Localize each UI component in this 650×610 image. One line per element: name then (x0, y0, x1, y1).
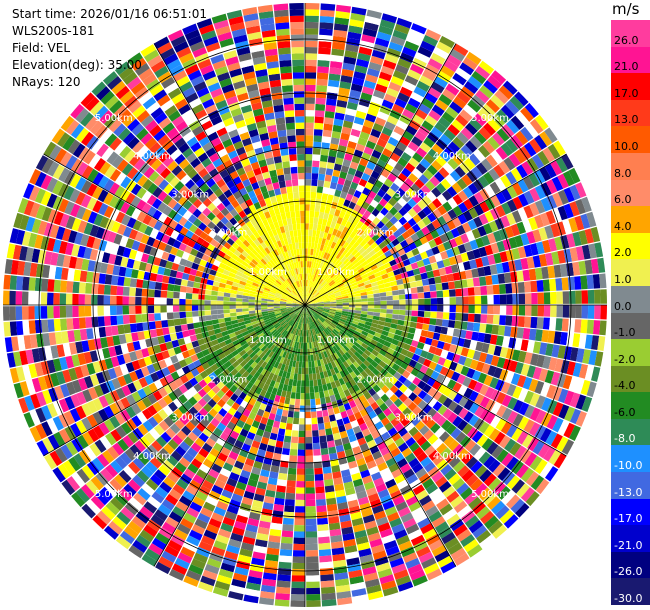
nrays: NRays: 120 (12, 75, 81, 89)
velocity-gates (3, 3, 607, 607)
colorbar-segment (611, 339, 650, 367)
start-time: Start time: 2026/01/16 06:51:01 (12, 7, 207, 21)
colorbar-label: -6.0 (614, 405, 636, 419)
colorbar-segment (611, 46, 650, 74)
colorbar-label: -10.0 (614, 459, 643, 473)
ring-label: 1.00km (317, 335, 355, 346)
ring-label: 3.00km (171, 189, 209, 200)
colorbar-segment (611, 232, 650, 260)
ring-label: 4.00km (433, 451, 471, 462)
colorbar-segment (611, 20, 650, 48)
colorbar-unit: m/s (612, 0, 640, 18)
colorbar-label: 10.0 (614, 139, 639, 153)
azimuth-spoke (304, 153, 567, 306)
ring-label: 5.00km (471, 113, 509, 124)
colorbar-label: -21.0 (614, 538, 643, 552)
colorbar-segment (611, 551, 650, 579)
ring-label: 2.00km (357, 228, 395, 239)
colorbar-segment (611, 179, 650, 207)
colorbar-segment (611, 525, 650, 553)
colorbar-segment (611, 126, 650, 154)
ring-label: 2.00km (210, 375, 248, 386)
radar-ppi-display: 1.00km 1.00km 1.00km 1.00km 2.00km 2.00km 2.00… (3, 3, 607, 607)
elevation: Elevation(deg): 35.00 (12, 58, 142, 72)
colorbar-segment (611, 312, 650, 340)
colorbar-segment (611, 445, 650, 473)
ring-label: 4.00km (133, 151, 171, 162)
colorbar-label: -30.0 (614, 592, 643, 605)
colorbar-label: 21.0 (614, 60, 639, 74)
colorbar-label: -26.0 (614, 565, 643, 579)
colorbar-label: -1.0 (614, 326, 636, 340)
ring-label: 5.00km (471, 489, 509, 500)
colorbar-segment (611, 365, 650, 393)
colorbar-segment (611, 498, 650, 526)
colorbar-label: -13.0 (614, 485, 643, 499)
azimuth-spoke (153, 43, 306, 306)
colorbar-segment (611, 259, 650, 287)
colorbar-segment (611, 73, 650, 101)
colorbar-label: 4.0 (614, 219, 632, 233)
colorbar-label: 17.0 (614, 86, 639, 100)
ring-label: 4.00km (433, 151, 471, 162)
ring-label: 1.00km (249, 335, 287, 346)
ring-label: 1.00km (249, 267, 287, 278)
azimuth-spoke (43, 304, 306, 457)
ring-label: 3.00km (171, 413, 209, 424)
colorbar-label: 26.0 (614, 33, 639, 47)
colorbar-label: -4.0 (614, 379, 636, 393)
colorbar-segment (611, 206, 650, 234)
colorbar-segment (611, 152, 650, 181)
colorbar-label: -8.0 (614, 432, 636, 446)
azimuth-spoke (304, 304, 457, 567)
colorbar-segment (611, 472, 650, 500)
ring-label: 5.00km (95, 113, 133, 124)
colorbar-segment (611, 578, 650, 606)
colorbar-label: 0.0 (614, 299, 632, 313)
field-name: Field: VEL (12, 41, 71, 55)
colorbar-segment (611, 99, 650, 127)
colorbar-label: -2.0 (614, 352, 636, 366)
ring-label: 4.00km (133, 451, 171, 462)
colorbar-segment (611, 285, 650, 313)
ring-label: 5.00km (95, 489, 133, 500)
ring-label: 3.00km (395, 413, 433, 424)
ring-label: 1.00km (317, 267, 355, 278)
colorbar-label: 13.0 (614, 113, 639, 127)
scan-info: Start time: 2026/01/16 06:51:01 WLS200s-… (12, 6, 207, 91)
ring-label: 2.00km (210, 228, 248, 239)
station-name: WLS200s-181 (12, 24, 95, 38)
colorbar-label: 6.0 (614, 193, 632, 207)
azimuth-spoke (153, 304, 306, 567)
colorbar-label: -17.0 (614, 512, 643, 526)
colorbar-label: 1.0 (614, 272, 632, 286)
azimuth-spoke (304, 304, 567, 457)
ring-label: 2.00km (357, 375, 395, 386)
ring-label: 3.00km (395, 189, 433, 200)
colorbar-label: 2.0 (614, 246, 632, 260)
azimuth-spoke (43, 153, 306, 306)
azimuth-spoke (304, 43, 457, 306)
colorbar-segment (611, 418, 650, 446)
colorbar-segment (611, 392, 650, 420)
colorbar-label: 8.0 (614, 166, 632, 180)
